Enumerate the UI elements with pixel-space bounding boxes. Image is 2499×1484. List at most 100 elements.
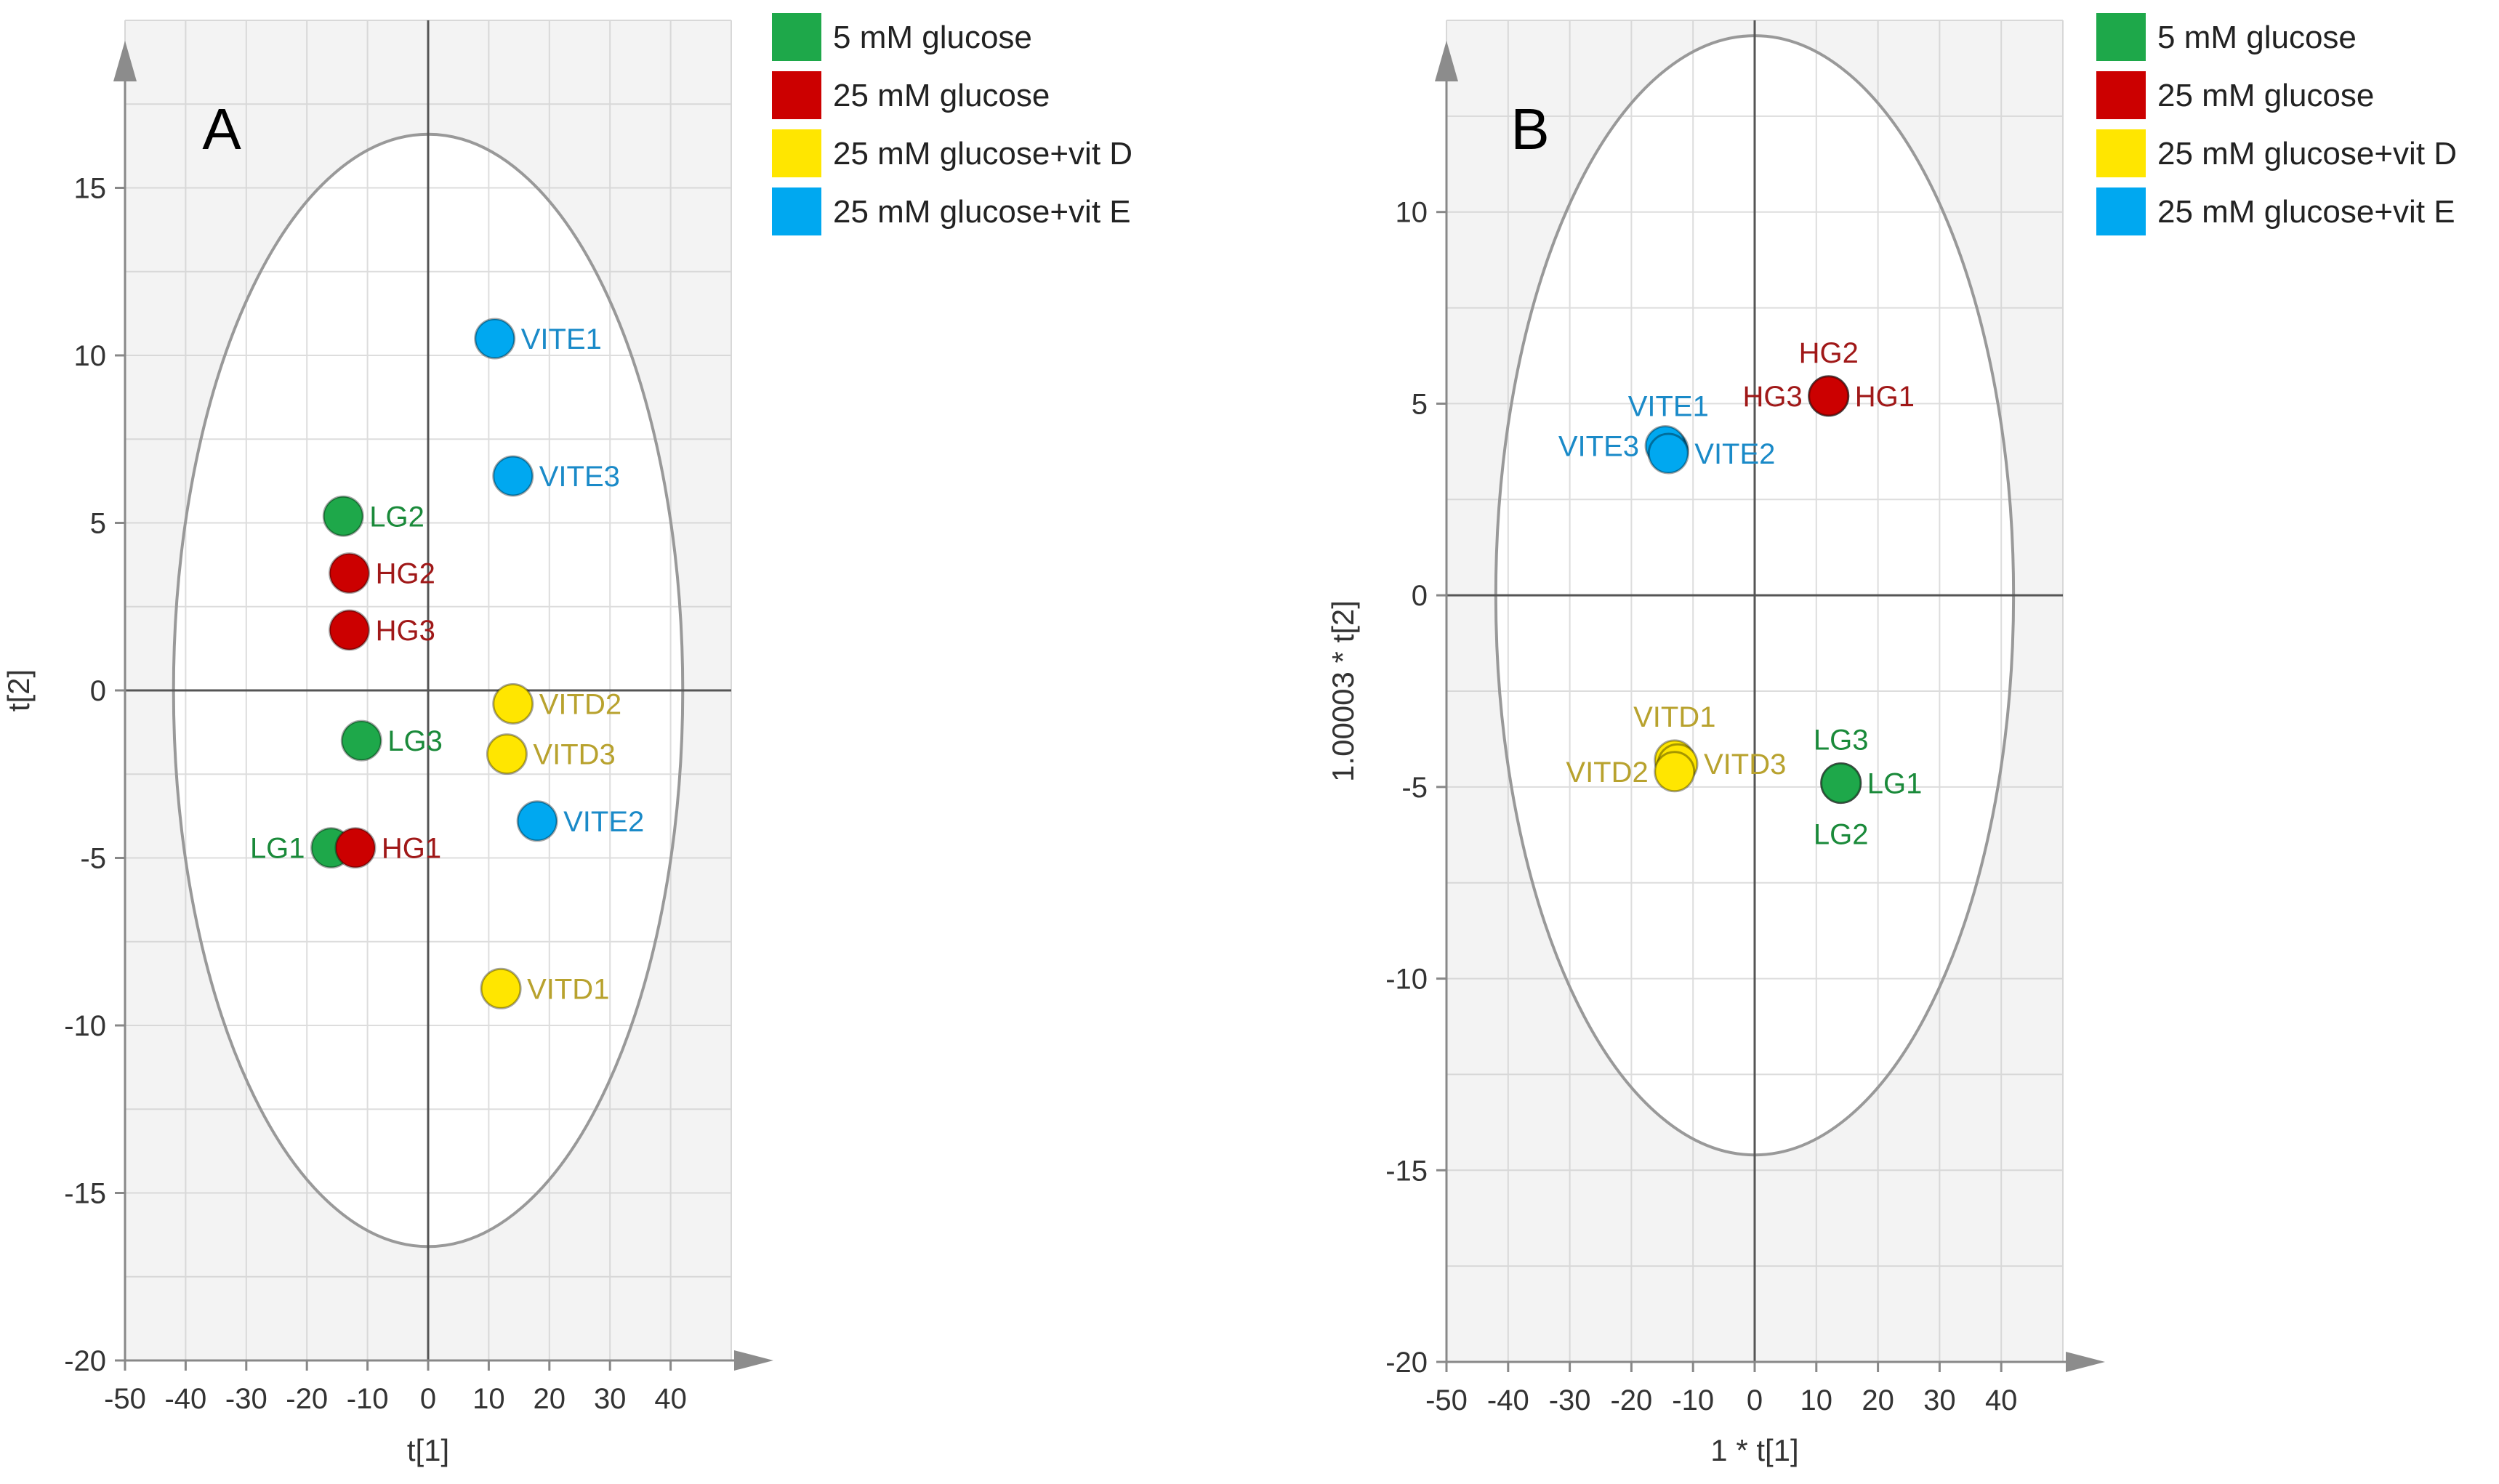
axes: -50 -40 -30 -20 -10 0 10 20 30 40-20-15-10-505101… (64, 41, 773, 1415)
point-label: VITE3 (539, 461, 620, 493)
point-label: LG3 (387, 725, 443, 757)
legend-label: 25 mM glucose+vit D (2157, 136, 2457, 172)
y-tick-label: 5 (1412, 388, 1428, 420)
point-label: VITD3 (533, 739, 615, 771)
point-label: VITD2 (1566, 757, 1648, 789)
legend-swatch (2096, 71, 2146, 119)
data-point (480, 967, 522, 1009)
x-axis-arrow-icon (734, 1350, 773, 1371)
point-label: HG3 (376, 615, 435, 647)
x-tick-label: 30 (1923, 1384, 1956, 1416)
y-tick-label: -15 (64, 1178, 106, 1210)
x-tick-label: 40 (654, 1383, 687, 1415)
point-label: LG2 (369, 501, 424, 533)
legend-label: 5 mM glucose (833, 20, 1032, 55)
x-tick-label: 40 (1985, 1384, 2018, 1416)
y-tick-label: 0 (1412, 580, 1428, 612)
x-tick-label: 0 (420, 1383, 436, 1415)
point-label: VITD1 (527, 973, 609, 1005)
x-tick-label: -10 (347, 1383, 389, 1415)
legend: 5 mM glucose 25 mM glucose 25 mM glucose+v… (2096, 13, 2457, 235)
legend-swatch (772, 129, 821, 177)
data-point (1808, 375, 1850, 417)
point-label: VITE2 (1694, 438, 1775, 470)
legend-label: 5 mM glucose (2157, 20, 2357, 55)
y-axis-arrow-icon (113, 41, 137, 81)
legend-label: 25 mM glucose (2157, 78, 2374, 113)
x-tick-label: -40 (164, 1383, 206, 1415)
x-tick-label: 20 (1862, 1384, 1894, 1416)
y-tick-label: -10 (1385, 964, 1428, 996)
x-tick-label: 20 (534, 1383, 566, 1415)
legend-label: 25 mM glucose+vit E (833, 194, 1131, 230)
point-label: LG1 (250, 833, 305, 865)
data-point (329, 552, 371, 594)
data-point (340, 719, 382, 762)
data-point (322, 495, 364, 537)
y-axis-arrow-icon (1435, 41, 1458, 81)
x-tick-label: 0 (1747, 1384, 1763, 1416)
data-point (492, 682, 534, 725)
point-label: HG2 (376, 558, 435, 590)
x-tick-label: -50 (1425, 1384, 1468, 1416)
y-tick-label: 0 (90, 675, 106, 707)
data-point (1820, 762, 1862, 804)
legend-swatch (772, 187, 821, 235)
legend-swatch (2096, 129, 2146, 177)
data-point (474, 318, 516, 360)
y-tick-label: 15 (74, 173, 107, 205)
x-tick-label: -30 (1549, 1384, 1591, 1416)
y-tick-label: 10 (1396, 197, 1428, 229)
legend-label: 25 mM glucose+vit D (833, 136, 1132, 172)
data-points (1644, 375, 1862, 804)
x-tick-label: 10 (1800, 1384, 1833, 1416)
point-label: VITE1 (1628, 391, 1709, 423)
data-point (486, 733, 528, 775)
data-point (492, 455, 534, 497)
y-tick-label: -5 (1401, 772, 1428, 804)
panel-letter: A (202, 97, 241, 161)
point-label: VITD1 (1633, 701, 1715, 733)
y-axis-label: 1.00003 * t[2] (1326, 600, 1360, 782)
panel-letter: B (1510, 97, 1549, 161)
point-label: HG3 (1743, 381, 1803, 413)
x-tick-label: -20 (286, 1383, 328, 1415)
x-tick-label: -30 (225, 1383, 267, 1415)
point-label: VITD2 (539, 688, 621, 720)
legend-label: 25 mM glucose+vit E (2157, 194, 2455, 230)
point-label: HG1 (382, 833, 441, 865)
legend: 5 mM glucose 25 mM glucose 25 mM glucose+v… (772, 13, 1132, 235)
point-labels: LG2 LG3 LG1 HG2 HG3 HG1 VITD2 VITD3 VITD1 VITE1 VI… (250, 323, 644, 1005)
point-label: LG1 (1867, 768, 1923, 800)
x-tick-label: -10 (1672, 1384, 1714, 1416)
legend-swatch (2096, 187, 2146, 235)
x-axis-arrow-icon (2066, 1352, 2105, 1372)
data-point (1647, 432, 1689, 475)
y-tick-label: -20 (1385, 1347, 1428, 1379)
data-points (310, 318, 558, 1009)
x-tick-label: 30 (594, 1383, 627, 1415)
point-label: HG1 (1855, 381, 1915, 413)
chart-panel-a: -50 -40 -30 -20 -10 0 10 20 30 40-20-15-10-505101… (1, 13, 1132, 1467)
point-label: VITE3 (1558, 430, 1639, 462)
x-tick-label: -20 (1610, 1384, 1652, 1416)
x-tick-label: -40 (1487, 1384, 1529, 1416)
point-label: VITE2 (563, 806, 644, 838)
point-label: VITE1 (521, 323, 602, 355)
legend-swatch (2096, 13, 2146, 61)
data-point (1654, 751, 1696, 793)
x-axis-label: t[1] (407, 1433, 449, 1467)
point-label: LG3 (1814, 725, 1869, 757)
legend-swatch (772, 71, 821, 119)
point-label: LG2 (1814, 819, 1869, 851)
point-label: VITD3 (1704, 749, 1786, 781)
x-axis-label: 1 * t[1] (1710, 1433, 1798, 1467)
point-labels: LG3 LG1 LG2 HG2 HG3 HG1 VITD1 VITD3 VITD2 VITE1 VI… (1558, 337, 1922, 851)
data-point (516, 800, 558, 842)
x-tick-label: -50 (104, 1383, 146, 1415)
y-tick-label: 5 (90, 508, 106, 540)
legend-swatch (772, 13, 821, 61)
y-tick-label: -20 (64, 1345, 106, 1377)
